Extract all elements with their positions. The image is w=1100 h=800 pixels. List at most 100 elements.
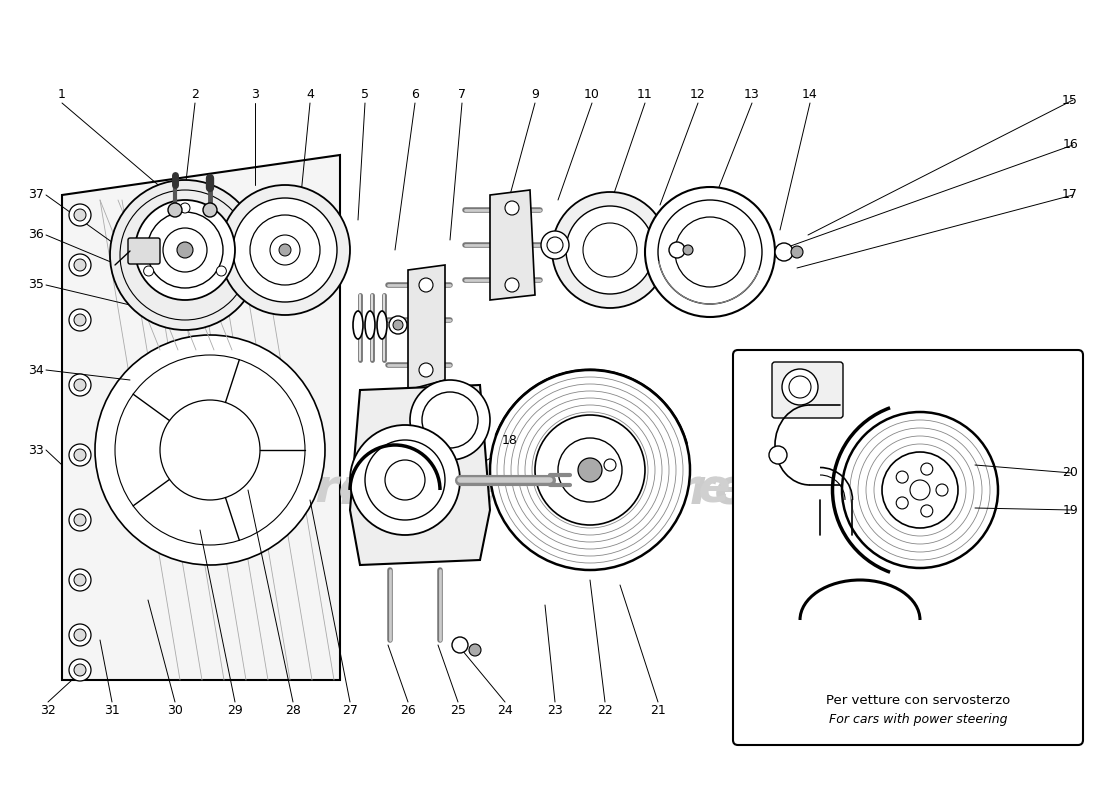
Circle shape bbox=[74, 664, 86, 676]
FancyBboxPatch shape bbox=[772, 362, 843, 418]
Circle shape bbox=[541, 231, 569, 259]
Circle shape bbox=[658, 200, 762, 304]
Circle shape bbox=[250, 215, 320, 285]
Text: 27: 27 bbox=[342, 703, 358, 717]
Circle shape bbox=[74, 379, 86, 391]
Circle shape bbox=[147, 212, 223, 288]
Text: 28: 28 bbox=[285, 703, 301, 717]
Circle shape bbox=[69, 204, 91, 226]
Text: 17: 17 bbox=[1063, 189, 1078, 202]
Circle shape bbox=[144, 266, 154, 276]
Text: 1: 1 bbox=[58, 89, 66, 102]
Text: Per vetture con servosterzo: Per vetture con servosterzo bbox=[826, 694, 1010, 706]
Circle shape bbox=[74, 514, 86, 526]
Circle shape bbox=[910, 480, 930, 500]
Text: 13: 13 bbox=[744, 89, 760, 102]
Text: 21: 21 bbox=[650, 703, 666, 717]
Polygon shape bbox=[62, 155, 340, 680]
Circle shape bbox=[769, 446, 786, 464]
Polygon shape bbox=[408, 265, 446, 390]
Circle shape bbox=[279, 244, 292, 256]
Circle shape bbox=[233, 198, 337, 302]
Circle shape bbox=[578, 458, 602, 482]
Polygon shape bbox=[350, 385, 490, 565]
Text: 26: 26 bbox=[400, 703, 416, 717]
Circle shape bbox=[669, 242, 685, 258]
Circle shape bbox=[116, 355, 305, 545]
Circle shape bbox=[552, 192, 668, 308]
Ellipse shape bbox=[353, 311, 363, 339]
Circle shape bbox=[547, 237, 563, 253]
Circle shape bbox=[69, 509, 91, 531]
Circle shape bbox=[160, 400, 260, 500]
Circle shape bbox=[505, 278, 519, 292]
Circle shape bbox=[921, 463, 933, 475]
Circle shape bbox=[168, 203, 182, 217]
Text: 30: 30 bbox=[167, 703, 183, 717]
Text: 23: 23 bbox=[547, 703, 563, 717]
Circle shape bbox=[505, 201, 519, 215]
Polygon shape bbox=[490, 190, 535, 300]
Ellipse shape bbox=[377, 311, 387, 339]
Circle shape bbox=[566, 206, 654, 294]
Circle shape bbox=[921, 505, 933, 517]
Circle shape bbox=[490, 370, 690, 570]
Text: 31: 31 bbox=[104, 703, 120, 717]
Circle shape bbox=[217, 266, 227, 276]
Circle shape bbox=[365, 440, 446, 520]
Text: 3: 3 bbox=[251, 89, 258, 102]
Text: 22: 22 bbox=[597, 703, 613, 717]
Circle shape bbox=[177, 242, 192, 258]
Text: 35: 35 bbox=[28, 278, 44, 291]
Circle shape bbox=[558, 438, 622, 502]
Circle shape bbox=[452, 637, 468, 653]
Circle shape bbox=[896, 471, 909, 483]
Text: 15: 15 bbox=[1063, 94, 1078, 106]
Text: 7: 7 bbox=[458, 89, 466, 102]
Circle shape bbox=[74, 259, 86, 271]
Circle shape bbox=[936, 484, 948, 496]
Circle shape bbox=[896, 497, 909, 509]
Circle shape bbox=[419, 363, 433, 377]
Text: 5: 5 bbox=[361, 89, 368, 102]
Text: 33: 33 bbox=[28, 443, 44, 457]
Circle shape bbox=[110, 180, 260, 330]
Text: 12: 12 bbox=[690, 89, 706, 102]
Circle shape bbox=[69, 659, 91, 681]
Circle shape bbox=[410, 380, 490, 460]
Circle shape bbox=[675, 217, 745, 287]
Circle shape bbox=[74, 314, 86, 326]
Circle shape bbox=[220, 185, 350, 315]
Text: eurospares: eurospares bbox=[101, 467, 399, 513]
Circle shape bbox=[163, 228, 207, 272]
Circle shape bbox=[74, 629, 86, 641]
Circle shape bbox=[422, 392, 478, 448]
Circle shape bbox=[776, 243, 793, 261]
Text: 19: 19 bbox=[1063, 503, 1078, 517]
Circle shape bbox=[74, 574, 86, 586]
Text: 24: 24 bbox=[497, 703, 513, 717]
Circle shape bbox=[270, 235, 300, 265]
Text: 29: 29 bbox=[227, 703, 243, 717]
Circle shape bbox=[419, 278, 433, 292]
Circle shape bbox=[535, 415, 645, 525]
Circle shape bbox=[389, 316, 407, 334]
Ellipse shape bbox=[365, 311, 375, 339]
Circle shape bbox=[69, 254, 91, 276]
Circle shape bbox=[69, 444, 91, 466]
Text: 14: 14 bbox=[802, 89, 818, 102]
Text: 36: 36 bbox=[28, 229, 44, 242]
Circle shape bbox=[74, 449, 86, 461]
Circle shape bbox=[469, 644, 481, 656]
Circle shape bbox=[180, 203, 190, 213]
Text: 34: 34 bbox=[28, 363, 44, 377]
FancyBboxPatch shape bbox=[128, 238, 160, 264]
Circle shape bbox=[350, 425, 460, 535]
Circle shape bbox=[583, 223, 637, 277]
Text: eurospares: eurospares bbox=[112, 466, 428, 514]
Text: eurospares: eurospares bbox=[462, 466, 778, 514]
Circle shape bbox=[95, 335, 324, 565]
Circle shape bbox=[69, 569, 91, 591]
FancyBboxPatch shape bbox=[733, 350, 1084, 745]
Circle shape bbox=[204, 203, 217, 217]
